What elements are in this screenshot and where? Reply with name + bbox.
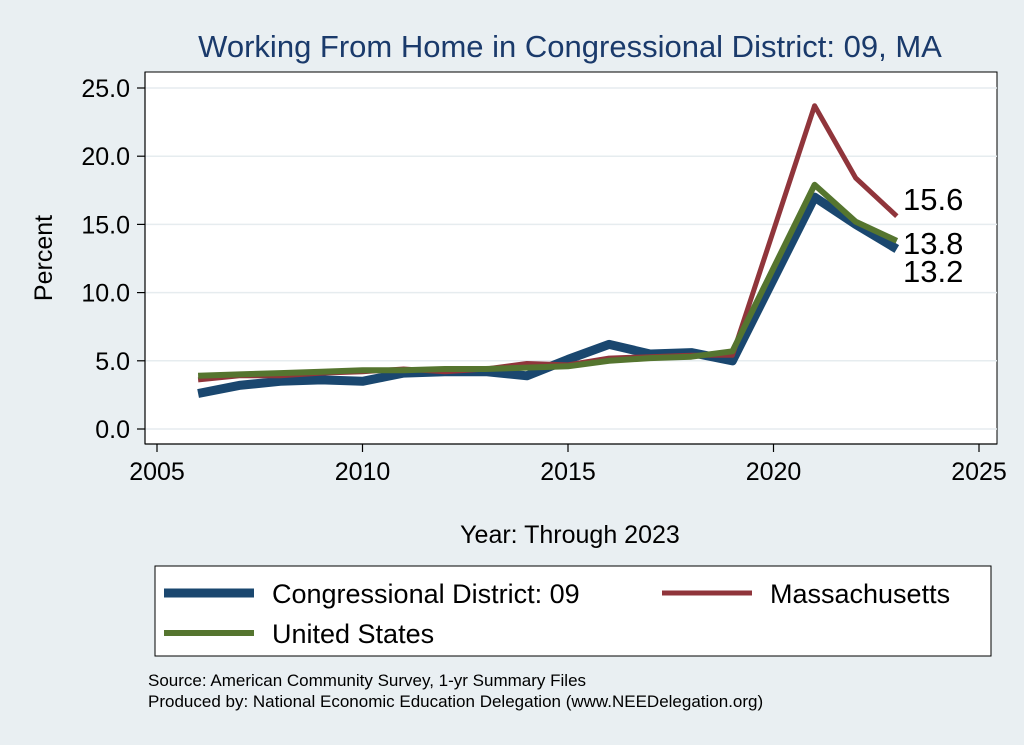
plot-area — [144, 71, 998, 445]
y-tick-label: 20.0 — [81, 143, 130, 171]
axes: 0.0 5.0 10.0 15.0 20.0 25.0 2005 2010 2015 2020 20… — [81, 72, 1007, 486]
x-tick-label: 2020 — [746, 458, 802, 486]
series-line-congressional-district-09 — [197, 192, 900, 398]
y-tick-label: 5.0 — [95, 348, 130, 376]
x-axis-label: Year: Through 2023 — [460, 521, 680, 549]
series-lines — [197, 103, 900, 398]
x-tick-label: 2015 — [540, 458, 596, 486]
legend-box — [154, 565, 992, 657]
series-line-united-states — [197, 181, 899, 379]
legend-label: Massachusetts — [770, 579, 950, 609]
legend-label: United States — [272, 619, 434, 649]
legend-label: Congressional District: 09 — [272, 579, 580, 609]
source-note: Source: American Community Survey, 1-yr … — [148, 671, 586, 690]
x-tick-label: 2005 — [129, 458, 185, 486]
end-label: 13.8 — [903, 226, 963, 261]
x-tick-label: 2010 — [335, 458, 391, 486]
gridlines — [145, 87, 997, 430]
chart-title: Working From Home in Congressional Distr… — [198, 29, 942, 64]
y-axis-label: Percent — [30, 215, 58, 301]
end-label: 15.6 — [903, 182, 963, 217]
produced-note: Produced by: National Economic Education… — [148, 692, 763, 711]
x-tick-label: 2025 — [951, 458, 1007, 486]
y-tick-label: 10.0 — [81, 280, 130, 308]
y-tick-label: 25.0 — [81, 75, 130, 103]
y-tick-label: 15.0 — [81, 211, 130, 239]
y-tick-label: 0.0 — [95, 416, 130, 444]
end-label: 13.2 — [903, 254, 963, 289]
legend: Congressional District: 09 Massachusetts U… — [164, 579, 950, 649]
end-labels: 13.2 15.6 13.8 — [903, 182, 963, 289]
